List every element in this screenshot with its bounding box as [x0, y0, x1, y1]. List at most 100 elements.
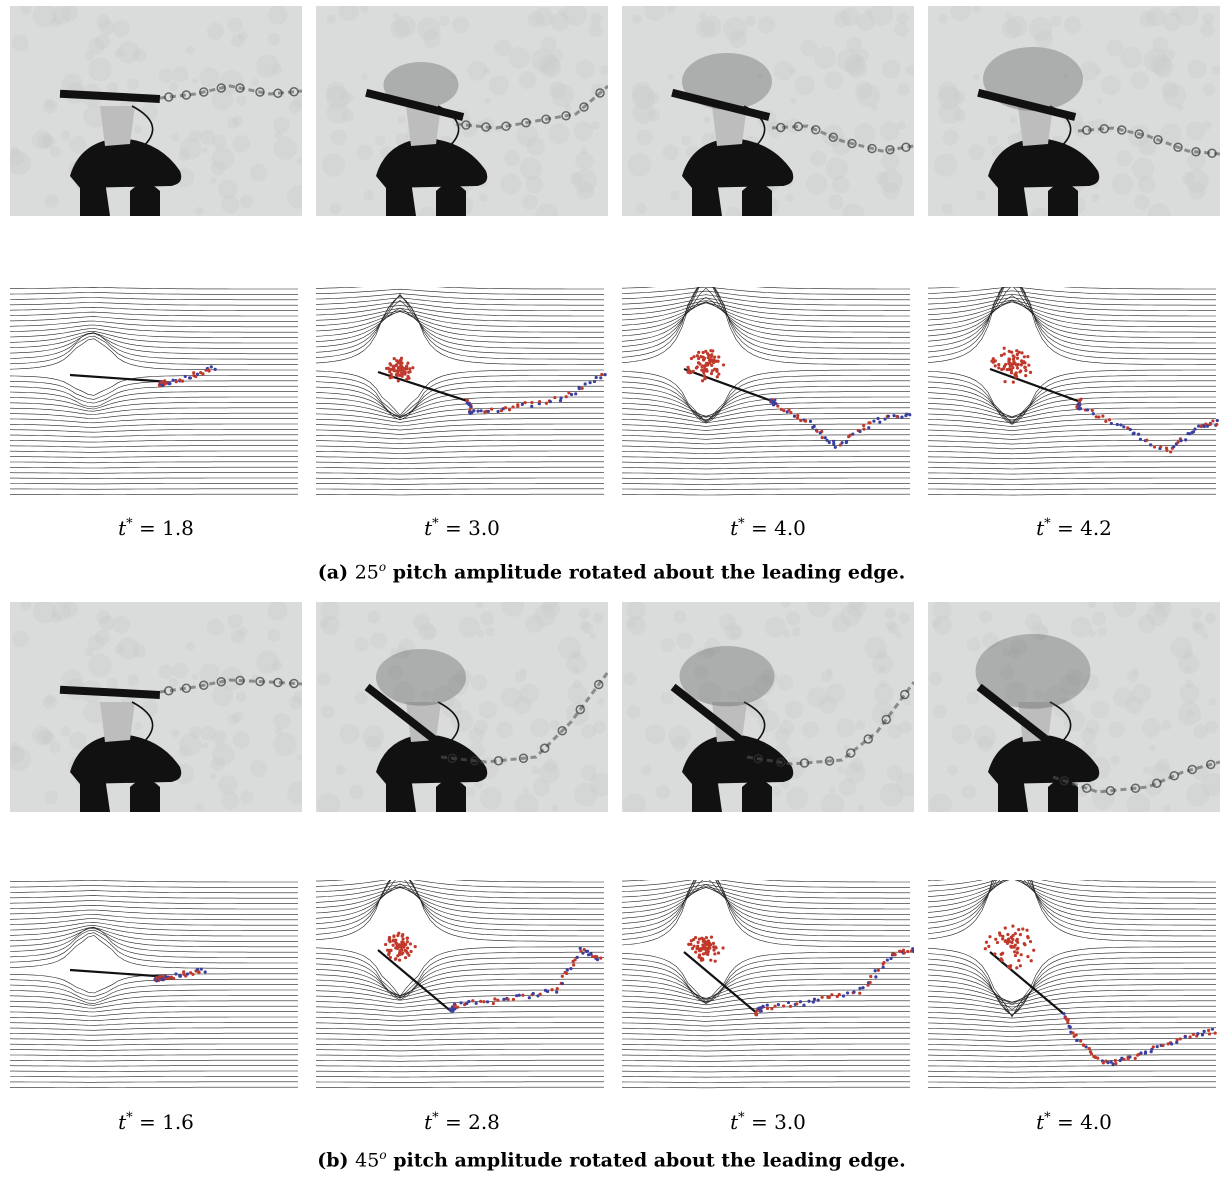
wake-vortex — [521, 118, 531, 128]
vortex-particle — [401, 940, 405, 944]
vortex-particle — [397, 958, 402, 962]
streamline — [316, 1038, 604, 1041]
streamline — [10, 921, 298, 931]
simulation-b3 — [622, 880, 914, 1090]
vortex-particle — [400, 943, 404, 948]
vortex-particle — [692, 944, 696, 948]
wake-particle — [183, 374, 187, 379]
streamline — [622, 450, 910, 455]
wake-particle — [507, 408, 512, 412]
streamline — [622, 380, 910, 424]
streamline — [316, 429, 604, 435]
wake-vortex — [579, 102, 589, 112]
stand-foot — [130, 779, 160, 812]
wake-particle — [889, 956, 893, 961]
streamline — [622, 968, 910, 1004]
streamline — [622, 300, 910, 317]
vortex-particle — [411, 366, 415, 370]
streamline — [928, 461, 1216, 465]
vortex-particle — [1022, 355, 1026, 359]
streamline — [622, 439, 910, 445]
wake-particle — [1202, 1029, 1206, 1033]
vortex-particle — [1002, 352, 1006, 356]
vortex-particle — [1015, 951, 1019, 955]
streamline — [928, 984, 1216, 1003]
wake-particle — [776, 1002, 781, 1007]
wake-particle — [585, 949, 590, 953]
wake-particle — [1175, 1040, 1179, 1044]
streamline — [622, 287, 910, 349]
wake-particle — [594, 375, 598, 380]
wake-particle — [490, 407, 494, 411]
wake-particle — [569, 967, 573, 971]
plate — [377, 949, 452, 1012]
vortex-particle — [709, 354, 714, 359]
vortex-particle — [1012, 355, 1016, 359]
vortex-particle — [390, 375, 394, 379]
plate — [976, 683, 1061, 752]
streamline — [928, 951, 1216, 1017]
vortex-particle — [391, 943, 395, 947]
streamline — [10, 1043, 298, 1046]
streamline — [622, 385, 910, 422]
wake-particle — [851, 432, 855, 436]
streamline — [622, 880, 910, 931]
wake-vortex — [828, 132, 838, 142]
wake-particle — [486, 409, 490, 413]
wake-particle — [465, 1001, 469, 1006]
mount-body — [70, 734, 182, 784]
plate — [670, 683, 755, 752]
wake-particle — [1211, 419, 1215, 423]
vortex-particle — [686, 365, 690, 369]
streamline — [622, 951, 910, 1003]
streamline — [10, 927, 298, 942]
vortex-particle — [1007, 361, 1011, 365]
wake-particle — [479, 999, 483, 1003]
wake-vortex — [776, 757, 786, 767]
streamline — [622, 880, 910, 937]
wake-particle — [798, 1000, 803, 1004]
streamline — [10, 880, 298, 883]
streamline — [10, 332, 298, 355]
wake-particle — [593, 954, 597, 959]
streamline — [316, 445, 604, 449]
wake-particle — [1113, 1058, 1118, 1063]
wake-vortex — [255, 676, 265, 687]
wake-particle — [589, 952, 593, 956]
streamline — [10, 900, 298, 904]
streamline — [10, 450, 298, 453]
vortex-particle — [1017, 959, 1021, 963]
wake-particle — [1178, 1037, 1182, 1041]
vortex-particle — [700, 365, 704, 369]
vortex-particle — [413, 945, 417, 949]
vortex-particle — [711, 941, 716, 945]
vortex-particle — [709, 349, 713, 353]
wake-particle — [180, 379, 185, 383]
vortex-particle — [983, 947, 987, 951]
wake-particle — [1109, 421, 1113, 426]
wake-particle — [555, 990, 559, 994]
wake-particle — [776, 404, 780, 408]
wake-particle — [560, 974, 564, 978]
wake-particle — [1128, 1055, 1132, 1059]
wake-particle — [818, 431, 822, 435]
wake-particle — [550, 988, 554, 992]
streamline — [10, 302, 298, 306]
streamline — [10, 1016, 298, 1022]
wake-vortex — [181, 683, 191, 693]
plate — [683, 367, 774, 403]
streamline — [10, 311, 298, 317]
wake-particle — [575, 955, 579, 960]
wake-particle — [1138, 437, 1143, 442]
vortex-particle — [704, 942, 708, 946]
leading-edge-vortex — [376, 649, 466, 706]
streamline — [928, 880, 1216, 926]
streamline — [928, 946, 1216, 1018]
wake-particle — [517, 993, 521, 997]
wake-particle — [1087, 1046, 1091, 1051]
stand-foot — [436, 183, 466, 216]
wake-particle — [1114, 1062, 1118, 1066]
vortex-particle — [1018, 933, 1023, 937]
wake-vortex — [447, 753, 457, 763]
wake-particle — [1183, 1035, 1187, 1039]
